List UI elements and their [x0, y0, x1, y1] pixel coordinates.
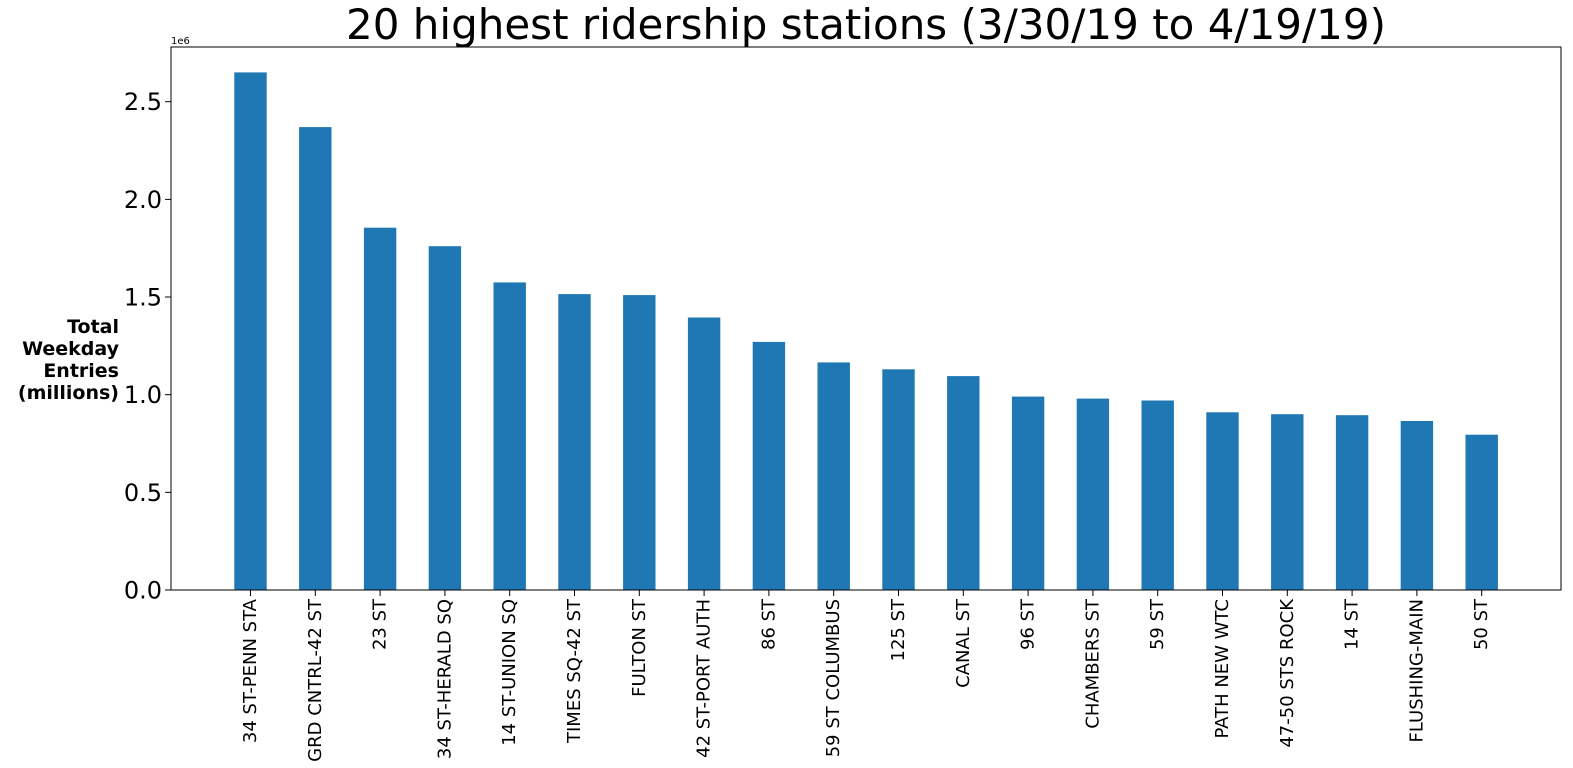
- y-tick-label: 2.5: [124, 88, 162, 116]
- bar: [1076, 398, 1110, 590]
- x-tick-label: TIMES SQ-42 ST: [564, 598, 585, 744]
- bar: [1206, 412, 1239, 590]
- bar: [1465, 434, 1498, 590]
- bar: [428, 246, 462, 590]
- bar: [363, 227, 397, 590]
- x-tick-label: 59 ST COLUMBUS: [823, 599, 844, 757]
- x-tick-label: GRD CNTRL-42 ST: [305, 598, 326, 762]
- x-tick-label: 96 ST: [1018, 598, 1039, 650]
- x-tick-label: 42 ST-PORT AUTH: [694, 599, 715, 758]
- x-tick-label: 50 ST: [1471, 598, 1492, 650]
- bar: [234, 72, 267, 590]
- x-tick-label: 34 ST-PENN STA: [240, 598, 261, 743]
- x-tick-label: 14 ST-UNION SQ: [499, 599, 520, 746]
- x-tick-label: CHAMBERS ST: [1082, 598, 1103, 729]
- bar: [1400, 421, 1434, 590]
- bar: [947, 376, 980, 590]
- y-axis-label-line: Weekday: [22, 338, 120, 360]
- plot-frame: [170, 46, 1562, 591]
- x-tick-label: 34 ST-HERALD SQ: [434, 599, 455, 759]
- bar: [1335, 415, 1369, 590]
- bar: [623, 295, 656, 590]
- y-tick-label: 1.5: [124, 284, 162, 312]
- y-tick-label: 0.5: [124, 479, 162, 507]
- y-axis-label-line: Total: [67, 316, 119, 338]
- y-axis-label-line: (millions): [18, 382, 119, 404]
- x-tick-label: CANAL ST: [953, 598, 974, 688]
- bar: [493, 282, 526, 590]
- bar: [1271, 414, 1304, 590]
- x-axis-ticks: 34 ST-PENN STA GRD CNTRL-42 ST 23 ST 34 ST-…: [240, 590, 1492, 762]
- bar: [299, 127, 332, 590]
- x-tick-label: 14 ST: [1342, 598, 1363, 650]
- bar: [558, 294, 591, 590]
- bar: [1011, 396, 1045, 590]
- x-tick-label: 23 ST: [370, 598, 391, 650]
- x-tick-label: 86 ST: [758, 598, 779, 650]
- bar: [817, 362, 850, 590]
- y-axis-ticks: 0.0 0.5 1.0 1.5 2.0 2.5: [124, 88, 171, 605]
- bar: [687, 317, 721, 590]
- x-tick-label: 125 ST: [888, 598, 909, 662]
- y-tick-label: 1.0: [124, 381, 162, 409]
- y-tick-label: 2.0: [124, 186, 162, 214]
- y-tick-label: 0.0: [124, 577, 162, 605]
- x-tick-label: PATH NEW WTC: [1212, 599, 1233, 739]
- y-axis-offset-label: 1e6: [171, 36, 190, 47]
- y-axis-label-line: Entries: [43, 360, 119, 382]
- chart-title: 20 highest ridership stations (3/30/19 t…: [346, 0, 1386, 49]
- bar: [882, 369, 915, 590]
- x-tick-label: 59 ST: [1147, 598, 1168, 650]
- y-axis-label: Total Weekday Entries (millions): [18, 316, 120, 404]
- bar: [752, 341, 786, 590]
- x-tick-label: FLUSHING-MAIN: [1406, 599, 1427, 742]
- bars: [234, 72, 1498, 590]
- bar: [1141, 400, 1174, 590]
- x-tick-label: 47-50 STS ROCK: [1277, 598, 1298, 748]
- x-tick-label: FULTON ST: [629, 598, 650, 697]
